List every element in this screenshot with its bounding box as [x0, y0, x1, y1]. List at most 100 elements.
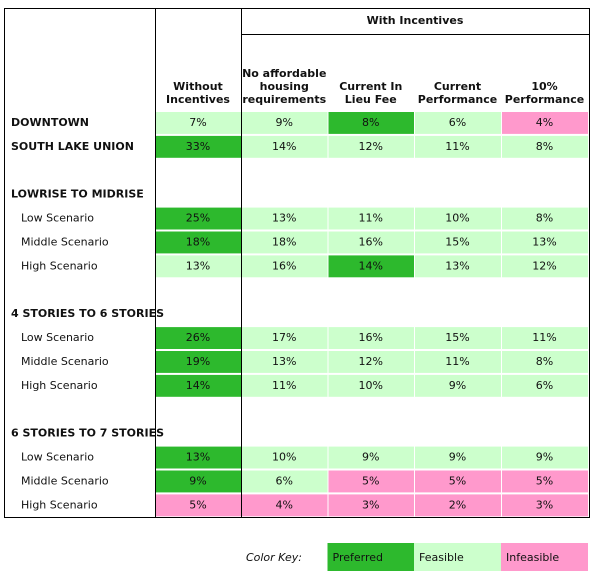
cell-fill [242, 327, 328, 349]
cell-fill [415, 351, 501, 373]
cell-fill [242, 494, 328, 517]
cell-value: 7% [189, 116, 206, 129]
cell-value: 2% [449, 498, 466, 511]
cell-fill [328, 327, 414, 349]
row-title: SOUTH LAKE UNION [11, 140, 134, 153]
cell-value: 9% [536, 451, 553, 464]
column-header: No affordable [242, 67, 326, 80]
cell-value: 4% [276, 498, 293, 511]
cell-fill [156, 135, 241, 158]
row-label: Low Scenario [21, 212, 94, 225]
cell-fill [156, 446, 241, 469]
row-label: Low Scenario [21, 331, 94, 344]
cell-fill [415, 494, 501, 517]
cell-fill [156, 231, 241, 254]
cell-fill [242, 470, 328, 493]
cell-fill [502, 135, 588, 158]
section-title: LOWRISE TO MIDRISE [11, 188, 144, 201]
cell-value: 9% [189, 474, 206, 487]
cell-fill [328, 231, 414, 254]
cell-value: 5% [449, 474, 466, 487]
cell-value: 8% [536, 212, 553, 225]
cell-value: 12% [532, 259, 556, 272]
cell-fill [242, 207, 328, 230]
cell-fill [328, 112, 414, 134]
cell-value: 17% [272, 331, 296, 344]
cell-fill [242, 112, 328, 134]
cell-value: 33% [186, 140, 210, 153]
cell-value: 13% [186, 451, 210, 464]
cell-fill [502, 255, 588, 278]
row-label: High Scenario [21, 259, 98, 272]
cell-value: 4% [536, 116, 553, 129]
cell-fill [242, 446, 328, 469]
cell-value: 26% [186, 331, 210, 344]
cell-fill [328, 207, 414, 230]
cell-fill [502, 327, 588, 349]
cell-fill [502, 231, 588, 254]
cell-value: 13% [532, 235, 556, 248]
section-title: 6 STORIES TO 7 STORIES [11, 427, 164, 440]
cell-fill [242, 135, 328, 158]
cell-value: 13% [272, 212, 296, 225]
cell-value: 12% [359, 355, 383, 368]
cell-fill [328, 135, 414, 158]
cell-value: 11% [359, 212, 383, 225]
cell-fill [502, 446, 588, 469]
cell-value: 3% [536, 498, 553, 511]
cell-value: 3% [362, 498, 379, 511]
cell-value: 16% [359, 331, 383, 344]
cell-fill [156, 374, 241, 397]
cell-value: 11% [445, 140, 469, 153]
cell-fill [502, 112, 588, 134]
cell-fill [328, 470, 414, 493]
cell-fill [156, 327, 241, 349]
cell-fill [156, 207, 241, 230]
column-header: Performance [418, 93, 497, 106]
cell-value: 16% [359, 235, 383, 248]
column-header: Current In [339, 80, 402, 93]
cell-fill [328, 494, 414, 517]
cell-fill [415, 446, 501, 469]
cell-fill [415, 327, 501, 349]
key-swatch [414, 543, 501, 571]
cell-value: 9% [449, 379, 466, 392]
row-label: Low Scenario [21, 451, 94, 464]
cell-fill [502, 470, 588, 493]
cell-fill [502, 351, 588, 373]
cell-fill [415, 374, 501, 397]
cell-value: 9% [449, 451, 466, 464]
cell-fill [328, 446, 414, 469]
cell-value: 5% [362, 474, 379, 487]
key-label: Infeasible [506, 551, 559, 564]
cell-value: 6% [449, 116, 466, 129]
cell-value: 8% [362, 116, 379, 129]
cell-value: 15% [445, 235, 469, 248]
column-header: Current [434, 80, 481, 93]
key-swatch [501, 543, 588, 571]
cell-fill [242, 374, 328, 397]
cell-value: 10% [272, 451, 296, 464]
cell-value: 8% [536, 140, 553, 153]
cell-value: 18% [186, 235, 210, 248]
column-header: housing [260, 80, 309, 93]
cell-value: 9% [362, 451, 379, 464]
column-header: Performance [505, 93, 584, 106]
cell-fill [156, 351, 241, 373]
cell-fill [502, 207, 588, 230]
cell-fill [156, 470, 241, 493]
key-swatch [327, 543, 414, 571]
cell-fill [242, 255, 328, 278]
cell-value: 6% [276, 474, 293, 487]
cell-value: 8% [536, 355, 553, 368]
cell-fill [502, 374, 588, 397]
key-label: Preferred [333, 551, 384, 564]
key-label: Feasible [419, 551, 464, 564]
cell-value: 18% [272, 235, 296, 248]
cell-fill [242, 351, 328, 373]
cell-value: 14% [272, 140, 296, 153]
cell-value: 12% [359, 140, 383, 153]
column-header: requirements [242, 93, 326, 106]
row-label: Middle Scenario [21, 235, 109, 248]
